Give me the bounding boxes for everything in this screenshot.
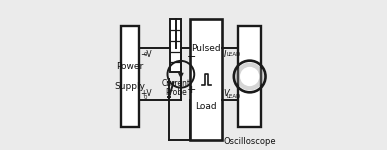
Text: V: V	[224, 89, 229, 98]
Circle shape	[240, 67, 259, 86]
Text: Pulsed: Pulsed	[191, 45, 221, 54]
Circle shape	[236, 63, 264, 90]
Text: LEAD: LEAD	[226, 51, 241, 57]
Bar	[238, 26, 261, 127]
Text: Probe: Probe	[165, 88, 187, 97]
Text: −: −	[187, 52, 196, 62]
Text: Supply: Supply	[115, 82, 146, 91]
Text: Load: Load	[195, 102, 217, 111]
Text: Oscilloscope: Oscilloscope	[223, 137, 276, 146]
Text: 0: 0	[144, 94, 147, 99]
Text: +: +	[187, 85, 196, 95]
Text: +V: +V	[140, 89, 152, 98]
Text: 0: 0	[144, 51, 147, 57]
Bar	[170, 19, 181, 72]
Bar	[190, 19, 223, 140]
Text: −V: −V	[140, 50, 152, 59]
Text: I: I	[224, 51, 226, 60]
Text: Power: Power	[116, 62, 144, 71]
Text: Current: Current	[161, 79, 190, 88]
Bar	[122, 26, 139, 127]
Text: LEAD: LEAD	[227, 94, 241, 99]
